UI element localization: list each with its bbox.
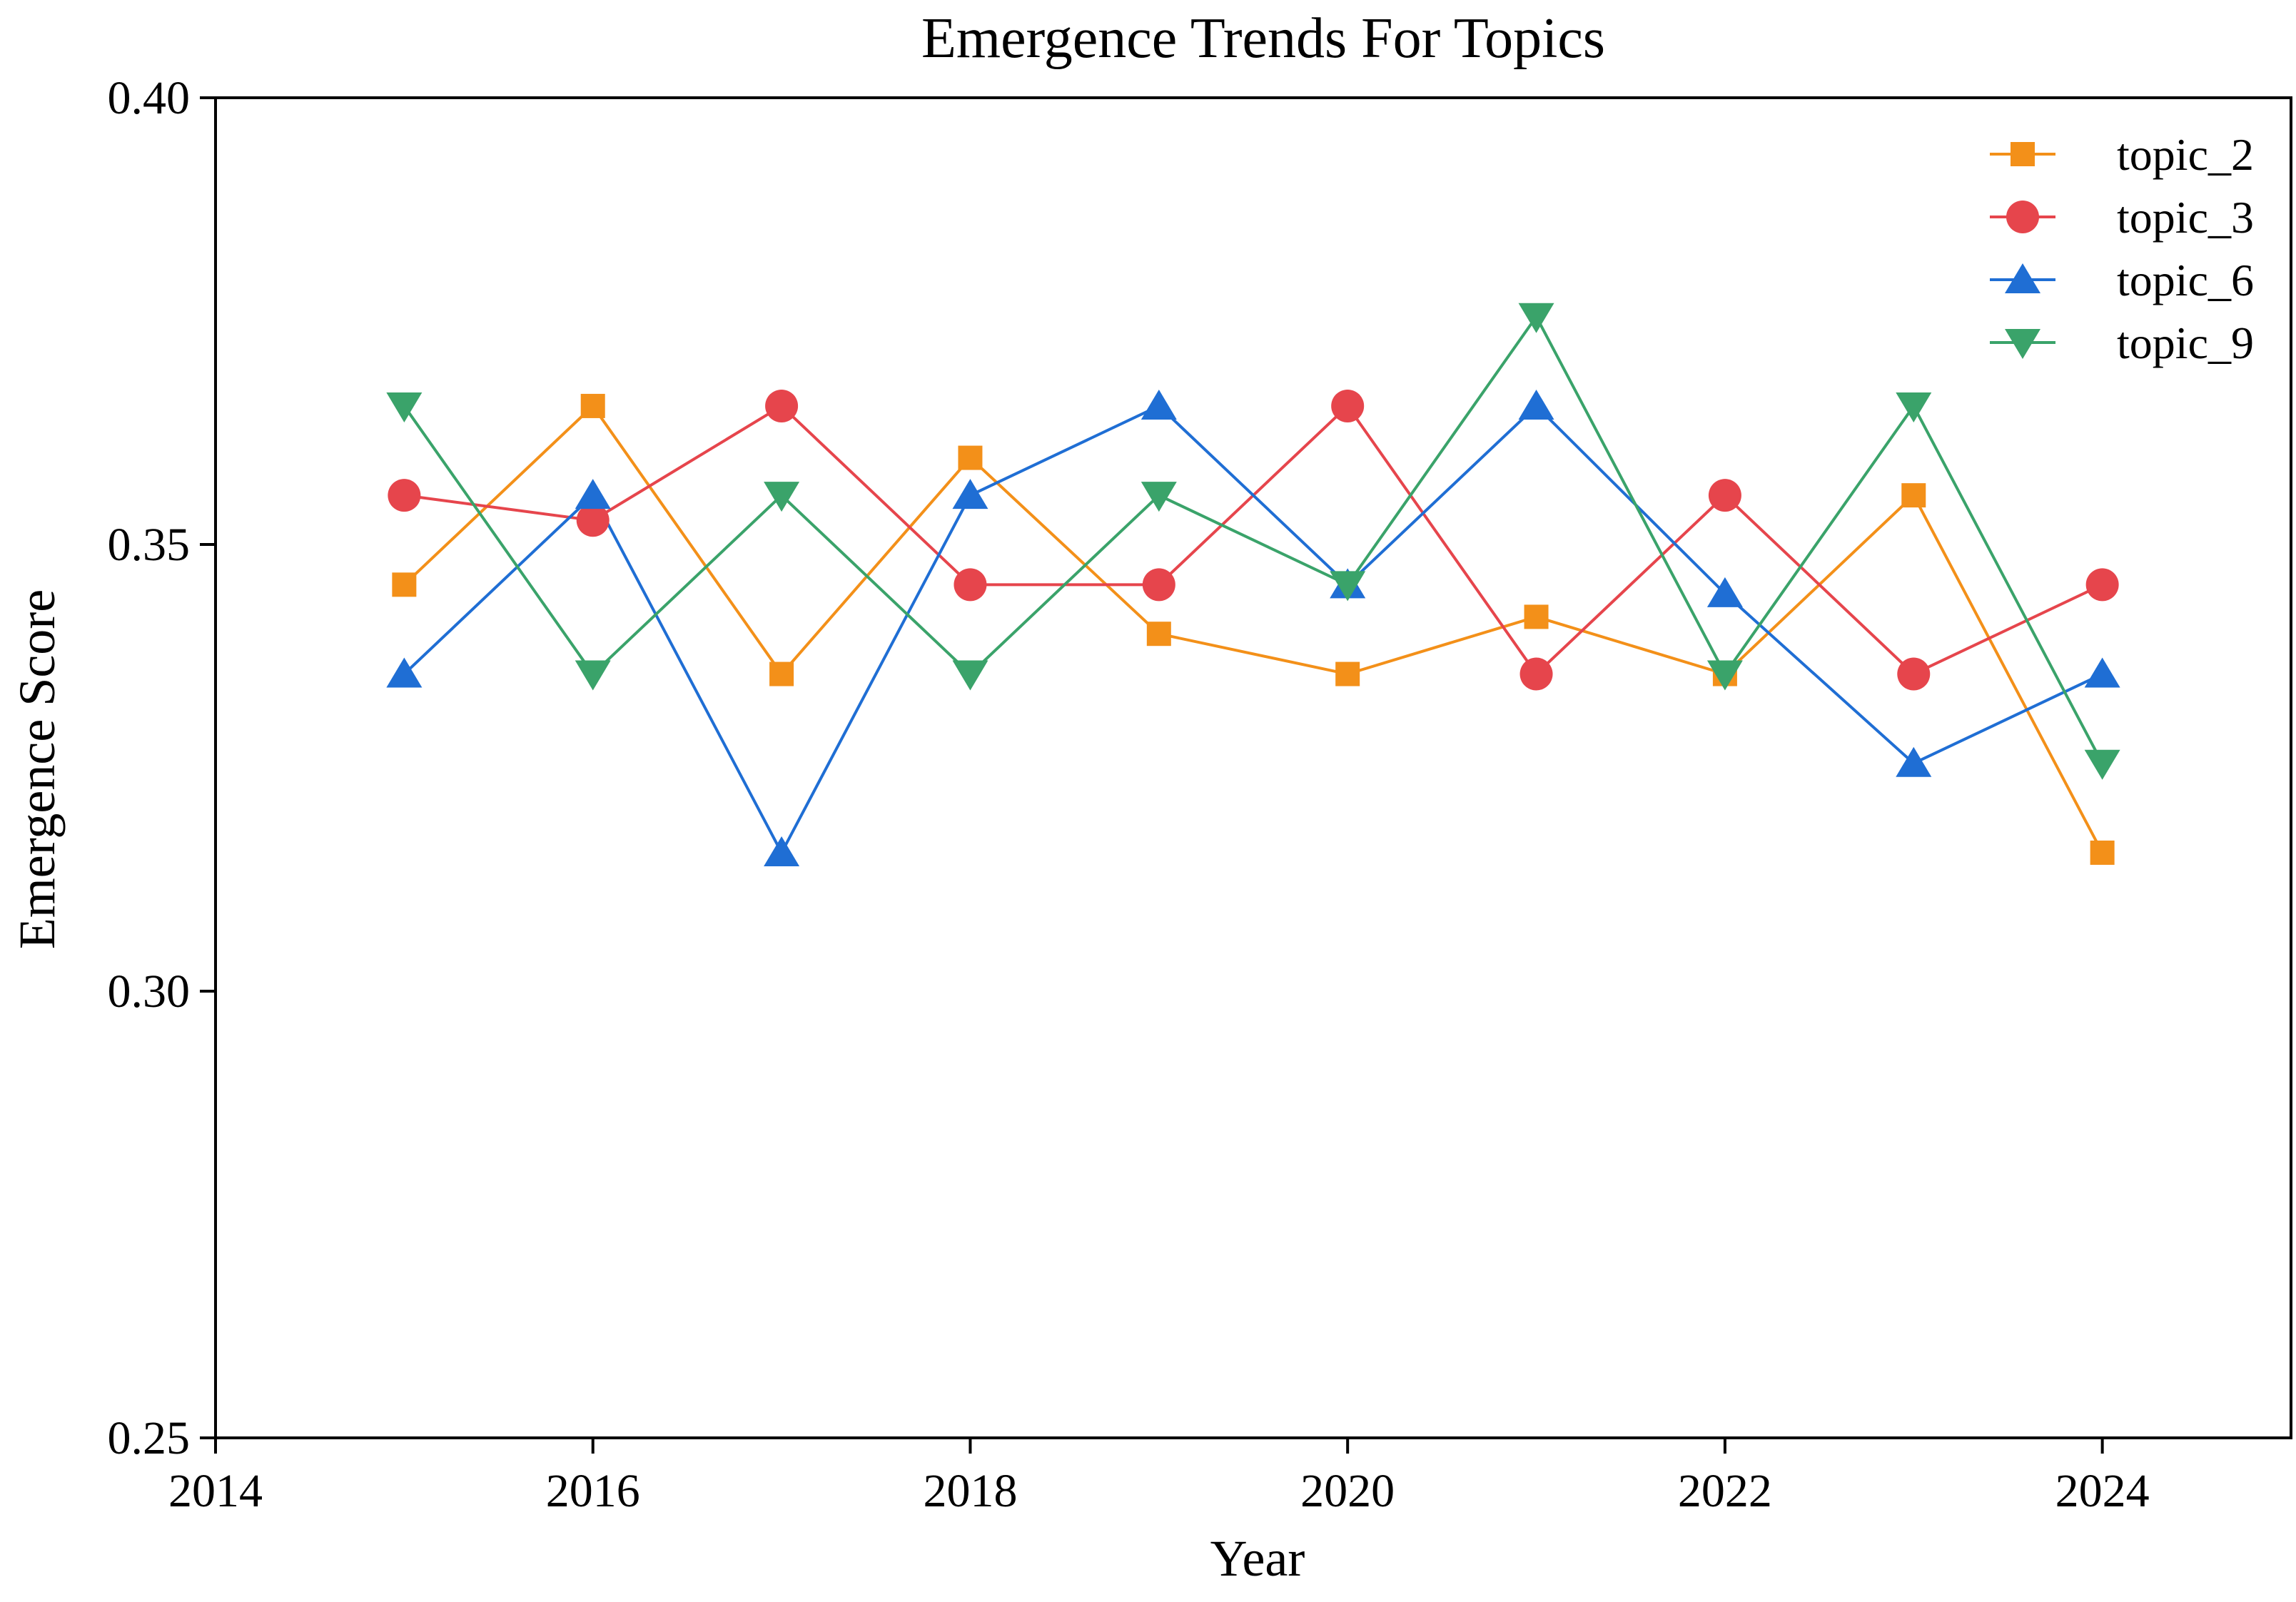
y-tick-label: 0.35 xyxy=(108,519,191,571)
legend-label-topic_6: topic_6 xyxy=(2117,255,2254,305)
data-point-topic_9 xyxy=(386,392,423,422)
x-tick-label: 2014 xyxy=(168,1465,263,1517)
data-point-topic_3 xyxy=(2085,568,2119,602)
legend-label-topic_3: topic_3 xyxy=(2117,192,2254,243)
x-axis-title: Year xyxy=(1210,1530,1305,1587)
data-point-topic_6 xyxy=(1896,746,1932,777)
data-point-topic_6 xyxy=(764,836,800,866)
data-point-topic_6 xyxy=(2084,657,2120,688)
x-tick-label: 2024 xyxy=(2055,1465,2150,1517)
x-tick-label: 2022 xyxy=(1678,1465,1772,1517)
data-point-topic_6 xyxy=(1141,389,1177,420)
plot-frame xyxy=(214,96,2292,1439)
y-tick-label: 0.40 xyxy=(108,72,191,124)
data-point-topic_9 xyxy=(952,660,988,691)
data-point-topic_3 xyxy=(765,389,799,422)
data-point-topic_3 xyxy=(1897,657,1931,691)
data-point-topic_2 xyxy=(1524,604,1549,629)
legend-marker-topic_3 xyxy=(2006,201,2039,233)
series-markers xyxy=(386,303,2120,866)
y-tick-label: 0.25 xyxy=(108,1412,191,1464)
legend-marker-topic_9 xyxy=(2005,329,2040,359)
data-point-topic_9 xyxy=(1518,303,1554,333)
data-point-topic_6 xyxy=(386,657,423,688)
x-tick-label: 2018 xyxy=(923,1465,1017,1517)
data-point-topic_3 xyxy=(1519,657,1553,691)
data-point-topic_3 xyxy=(1331,389,1365,422)
series-line-topic_6 xyxy=(403,404,2103,854)
data-point-topic_2 xyxy=(2090,840,2115,865)
data-point-topic_9 xyxy=(1706,660,1743,691)
data-point-topic_2 xyxy=(1335,661,1360,686)
legend-marker-topic_2 xyxy=(2011,142,2035,166)
data-point-topic_2 xyxy=(1146,622,1171,647)
series-line-topic_2 xyxy=(403,404,2104,853)
data-point-topic_6 xyxy=(1706,577,1743,607)
y-axis-title: Emergence Score xyxy=(9,589,66,949)
data-point-topic_9 xyxy=(1141,482,1177,512)
data-point-topic_9 xyxy=(1896,392,1932,422)
data-point-topic_2 xyxy=(392,572,417,597)
data-point-topic_9 xyxy=(575,660,611,691)
y-tick-label: 0.30 xyxy=(108,965,191,1018)
data-point-topic_6 xyxy=(575,479,611,510)
data-point-topic_9 xyxy=(764,482,800,512)
legend: topic_2 topic_3 topic_6 topic_9 xyxy=(1990,129,2254,368)
data-point-topic_3 xyxy=(1708,479,1741,512)
data-point-topic_3 xyxy=(388,479,421,512)
data-point-topic_3 xyxy=(954,568,987,602)
data-point-topic_2 xyxy=(769,661,794,686)
data-point-topic_9 xyxy=(2084,749,2120,780)
legend-label-topic_9: topic_9 xyxy=(2117,318,2254,368)
x-tick-label: 2020 xyxy=(1300,1465,1395,1517)
series-line-topic_9 xyxy=(403,315,2104,764)
data-point-topic_2 xyxy=(958,445,983,470)
series-lines xyxy=(403,315,2104,854)
data-point-topic_2 xyxy=(580,393,605,418)
chart-title: Emergence Trends For Topics xyxy=(921,7,1605,70)
axes: 2014 2016 2018 2020 2022 2024 0.25 0.30 0.35 0.40 xyxy=(108,72,2292,1517)
data-point-topic_9 xyxy=(1330,571,1366,602)
data-point-topic_6 xyxy=(952,479,988,510)
x-tick-label: 2016 xyxy=(546,1465,640,1517)
legend-label-topic_2: topic_2 xyxy=(2117,129,2254,180)
legend-marker-topic_6 xyxy=(2005,263,2040,293)
data-point-topic_3 xyxy=(576,504,610,537)
data-point-topic_3 xyxy=(1142,568,1175,602)
data-point-topic_2 xyxy=(1901,483,1926,508)
data-point-topic_6 xyxy=(1518,389,1554,420)
